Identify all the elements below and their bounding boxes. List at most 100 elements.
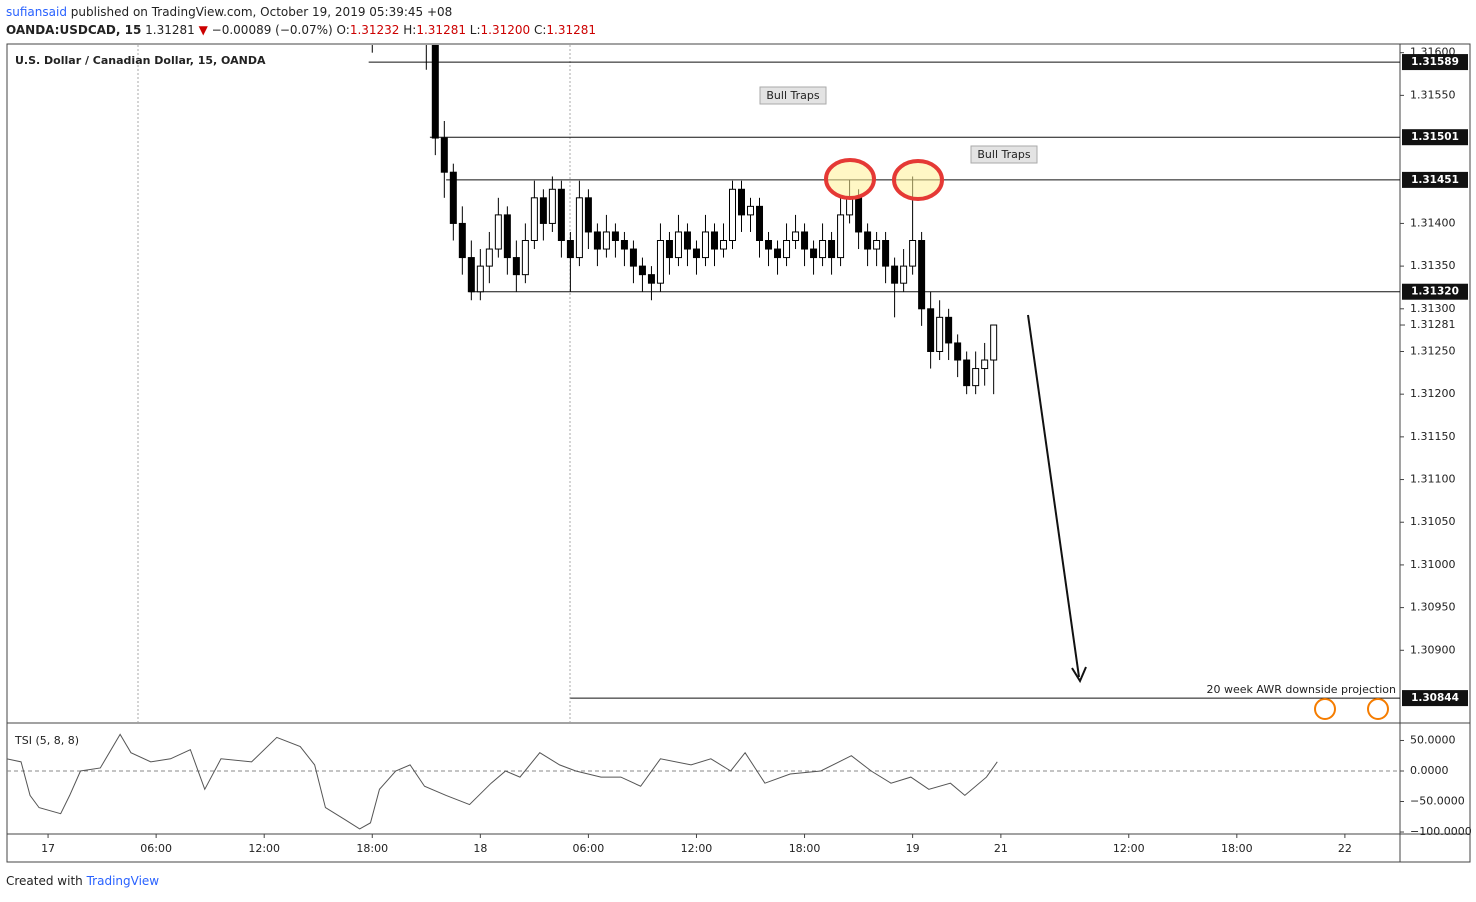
footer-brand[interactable]: TradingView	[86, 874, 160, 888]
annotation-box	[970, 145, 1038, 164]
x-tick-label: 18:00	[1221, 842, 1253, 855]
x-tick-label: 12:00	[1113, 842, 1145, 855]
x-tick-label: 18	[473, 842, 487, 855]
x-tick-label: 12:00	[681, 842, 713, 855]
candle-body	[747, 205, 755, 216]
symbol-line: OANDA:USDCAD, 15 1.31281 ▼ −0.00089 (−0.…	[6, 23, 596, 37]
x-tick-label: 06:00	[573, 842, 605, 855]
candle-body	[936, 316, 944, 352]
level-label: 1.31501	[1411, 131, 1459, 143]
candle-body	[728, 188, 736, 242]
symbol: OANDA:USDCAD, 15	[6, 23, 141, 37]
highlight-circle	[824, 158, 876, 200]
candle-body	[674, 231, 682, 259]
tsi-tick-label: 0.0000	[1410, 764, 1449, 777]
candle-body	[584, 197, 592, 233]
candle-body	[891, 265, 899, 284]
tsi-tick-label: −50.0000	[1410, 795, 1465, 808]
candle-body	[855, 197, 863, 233]
candle-body	[792, 231, 800, 242]
candle-body	[611, 231, 619, 242]
candle-body	[701, 231, 709, 259]
l-value: 1.31200	[481, 23, 531, 37]
o-value: 1.31232	[350, 23, 400, 37]
published: published on TradingView.com, October 19…	[71, 5, 453, 19]
y-tick-label: 1.30950	[1410, 601, 1456, 614]
level-label-box	[1402, 690, 1468, 707]
candle-body	[647, 274, 655, 284]
footer-text: Created with	[6, 874, 83, 888]
level-label-box	[1402, 129, 1468, 146]
x-tick-label: 18:00	[356, 842, 388, 855]
candle-body	[801, 231, 809, 250]
level-label-box	[1402, 171, 1468, 188]
event-icon[interactable]	[1367, 698, 1389, 720]
candle-body	[548, 188, 556, 224]
tsi-tick-label: −100.0000	[1410, 825, 1472, 838]
axes: 1.316001.315501.314001.313501.313001.312…	[41, 46, 1472, 855]
down-arrow: ▼	[199, 23, 209, 37]
annotation: Bull Traps	[766, 89, 819, 102]
level-label-box	[1402, 54, 1468, 71]
change: −0.00089 (−0.07%)	[212, 23, 333, 37]
candle-body	[981, 359, 989, 370]
candle-body	[476, 265, 484, 293]
candle-body	[828, 240, 836, 259]
candle-body	[458, 222, 466, 259]
l-label: L:	[470, 23, 481, 37]
candle-body	[774, 248, 782, 259]
candle-body	[882, 240, 890, 267]
annotation: Bull Traps	[977, 148, 1030, 161]
x-tick-label: 06:00	[140, 842, 172, 855]
y-tick-label: 1.31050	[1410, 515, 1456, 528]
y-tick-label: 1.31250	[1410, 344, 1456, 357]
candle-body	[963, 359, 971, 387]
y-tick-label: 1.31100	[1410, 473, 1456, 486]
event-icon[interactable]	[1314, 698, 1336, 720]
candle-body	[873, 240, 881, 250]
candle-body	[440, 137, 448, 173]
tsi-line	[7, 733, 998, 830]
y-tick-label: 1.31550	[1410, 88, 1456, 101]
c-label: C:	[534, 23, 546, 37]
y-tick-label: 1.31300	[1410, 302, 1456, 315]
h-value: 1.31281	[416, 23, 466, 37]
candle-body	[485, 248, 493, 267]
y-tick-label: 1.31400	[1410, 216, 1456, 229]
annotation: 20 week AWR downside projection	[1207, 683, 1397, 696]
candle-body	[738, 188, 746, 216]
annotation-box	[759, 86, 827, 105]
candle-body	[449, 171, 457, 224]
publish-line: sufiansaid published on TradingView.com,…	[6, 5, 452, 19]
candle-body	[972, 368, 980, 387]
x-tick-label: 12:00	[248, 842, 280, 855]
candle-body	[539, 197, 547, 224]
candle-body	[629, 248, 637, 267]
candle-body	[602, 231, 610, 250]
candle-body	[900, 265, 908, 284]
c-value: 1.31281	[546, 23, 596, 37]
x-tick-label: 19	[906, 842, 920, 855]
current-price-label: 1.31281	[1410, 318, 1456, 331]
candle-body	[945, 316, 953, 344]
candle-body	[927, 308, 935, 352]
author[interactable]: sufiansaid	[6, 5, 67, 19]
candle-body	[846, 197, 854, 216]
candle-body	[656, 240, 664, 284]
candle-body	[765, 240, 773, 250]
candle-body	[954, 342, 962, 361]
highlight-circle	[892, 159, 944, 201]
tsi-pane	[7, 733, 1400, 830]
o-label: O:	[337, 23, 350, 37]
chart-frame	[6, 43, 1471, 863]
tsi-title: TSI (5, 8, 8)	[14, 734, 79, 747]
y-tick-label: 1.30900	[1410, 643, 1456, 656]
candle-body	[512, 257, 520, 276]
footer: Created with TradingView	[6, 874, 159, 888]
candle-body	[819, 240, 827, 259]
candle-body	[692, 248, 700, 259]
candle-body	[683, 231, 691, 250]
candle-body	[665, 240, 673, 259]
level-label: 1.31451	[1411, 174, 1459, 186]
